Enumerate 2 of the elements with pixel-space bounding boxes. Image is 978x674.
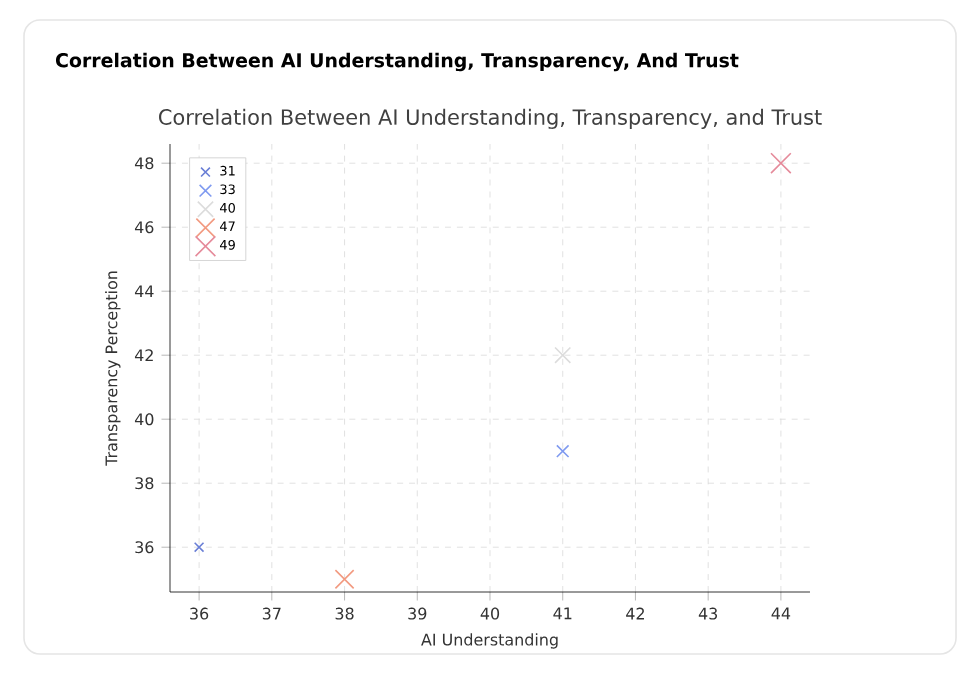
chart-title: Correlation Between AI Understanding, Transparency, And Trust (55, 52, 739, 72)
chart-subtitle: Correlation Between AI Understanding, Transparency, and Trust (159, 108, 822, 129)
